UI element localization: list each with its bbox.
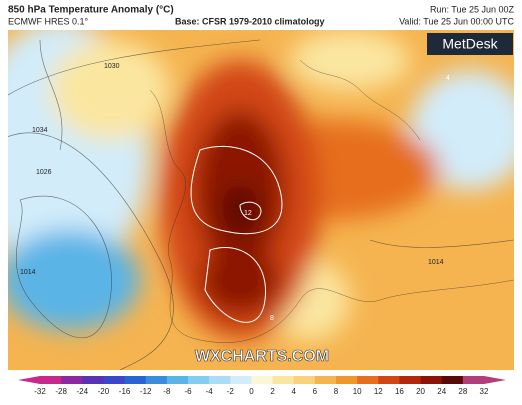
- isobar: [8, 132, 174, 370]
- map-field: [8, 30, 514, 370]
- isobar-label: 1030: [104, 63, 120, 70]
- isobar-label: 1014: [20, 269, 36, 276]
- colorbar-tick-label: 24: [437, 387, 446, 396]
- colorbar-segment: [166, 376, 189, 384]
- title: 850 hPa Temperature Anomaly (°C): [8, 5, 174, 16]
- isobars: [8, 39, 514, 370]
- model: ECMWF HRES 0.1°: [8, 16, 89, 26]
- colorbar-segment: [378, 376, 400, 384]
- very-hot-area: [200, 245, 280, 315]
- colorbar-segment: [314, 376, 337, 384]
- colorbar-tick-label: -20: [98, 387, 110, 396]
- colorbar-tick-label: -8: [163, 387, 171, 396]
- contour: [204, 246, 267, 323]
- anomaly-contours: [190, 145, 283, 323]
- colorbar-tick-label: -4: [206, 387, 214, 396]
- colorbar-tick-label: -32: [34, 387, 46, 396]
- colorbar-tick-label: 28: [458, 387, 467, 396]
- colorbar-segment: [462, 376, 485, 384]
- colorbar-segment: [188, 376, 210, 384]
- contour-label: 8: [270, 315, 274, 322]
- colorbar-segment: [399, 376, 422, 384]
- colorbar-tick-label: -16: [119, 387, 131, 396]
- contour-label: 4: [446, 75, 450, 82]
- isobar-label: 1026: [36, 169, 52, 176]
- colorbar-tick-label: 6: [313, 387, 318, 396]
- colorbar-tick-label: 10: [353, 387, 362, 396]
- colorbar-tick-label: -12: [140, 387, 152, 396]
- colorbar-segment: [145, 376, 168, 384]
- colorbar-segment: [230, 376, 252, 384]
- colorbar: -32 -28 -24 -20 -16 -12 -8 -6 -4 -2 0 2 4 6 8 10 12 16 20 2…: [18, 376, 506, 396]
- extreme-area: [220, 185, 260, 235]
- colorbar-segment: [61, 376, 83, 384]
- coastline: [299, 59, 421, 141]
- isobar: [8, 39, 261, 96]
- colorbar-tick-label: 12: [374, 387, 383, 396]
- colorbar-segment: [441, 376, 464, 384]
- contour-label: 12: [244, 210, 252, 217]
- colorbar-tick-label: 0: [249, 387, 254, 396]
- logo-box: [427, 33, 513, 55]
- mild-area: [50, 40, 170, 140]
- run: Run: Tue 25 Jun 00Z: [430, 4, 515, 14]
- colorbar-end: [18, 376, 40, 384]
- colorbar-tick-label: 2: [270, 387, 275, 396]
- colorbar-segment: [40, 376, 62, 384]
- isobar: [369, 239, 514, 248]
- logo: MetDesk: [442, 36, 498, 52]
- cold-area: [8, 230, 140, 330]
- colorbar-tick-label: -28: [55, 387, 67, 396]
- colorbar-tick-label: 8: [334, 387, 339, 396]
- colorbar-segment: [272, 376, 295, 384]
- field-blobs: [8, 30, 514, 340]
- isobar-label: 1034: [32, 127, 48, 134]
- colorbar-tick-label: 20: [416, 387, 425, 396]
- colorbar-segment: [251, 376, 274, 384]
- colorbar-end: [484, 376, 506, 384]
- colorbar-tick-label: 32: [480, 387, 489, 396]
- contour: [239, 201, 262, 221]
- colorbar-segment: [103, 376, 126, 384]
- isobar-label: 1014: [428, 259, 444, 266]
- colorbar-tick-label: 16: [395, 387, 404, 396]
- colorbar-segment: [293, 376, 316, 384]
- isobar: [39, 39, 63, 151]
- watermark: WXCHARTS.COM: [195, 348, 329, 365]
- colorbar-segment: [209, 376, 231, 384]
- colorbar-tick-label: 4: [291, 387, 296, 396]
- colorbar-tick-label: -24: [77, 387, 89, 396]
- colorbar-tick-label: -2: [227, 387, 235, 396]
- valid: Valid: Tue 25 Jun 00:00 UTC: [399, 16, 514, 26]
- colorbar-segment: [336, 376, 358, 384]
- colorbar-tick-label: -6: [184, 387, 192, 396]
- colorbar-segment: [357, 376, 379, 384]
- contour: [190, 145, 283, 235]
- mild-area: [290, 30, 410, 90]
- base: Base: CFSR 1979-2010 climatology: [175, 16, 325, 26]
- isobar: [15, 195, 112, 339]
- colorbar-segment: [124, 376, 147, 384]
- map: 1034 1026 1030 1014 1014 12 8 4 MetDesk …: [8, 30, 514, 370]
- colorbar-segment: [82, 376, 104, 384]
- colorbar-segment: [420, 376, 443, 384]
